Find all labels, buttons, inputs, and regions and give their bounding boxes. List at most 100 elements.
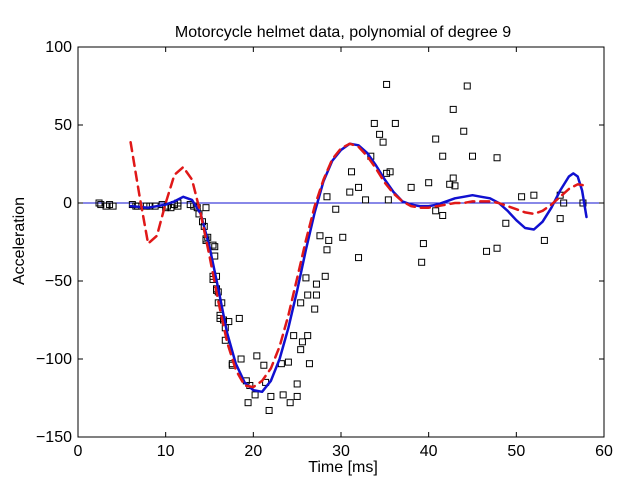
- data-point: [483, 247, 491, 255]
- x-tick-label: 60: [595, 443, 613, 460]
- data-point: [312, 280, 320, 288]
- data-point: [211, 243, 219, 251]
- chart-title: Motorcycle helmet data, polynomial of de…: [175, 24, 511, 41]
- data-point: [95, 199, 103, 207]
- data-point: [383, 80, 391, 88]
- data-point: [297, 346, 305, 354]
- x-tick-label: 20: [244, 443, 262, 460]
- x-tick-label: 30: [332, 443, 350, 460]
- y-tick-label: 50: [54, 117, 72, 134]
- data-point: [321, 272, 329, 280]
- data-point: [332, 205, 340, 213]
- data-point: [304, 291, 312, 299]
- data-point: [362, 196, 370, 204]
- y-tick-label: −100: [36, 351, 72, 368]
- y-tick-label: −150: [36, 429, 72, 446]
- data-point: [325, 236, 333, 244]
- data-point: [355, 254, 363, 262]
- data-point: [186, 201, 194, 209]
- data-point: [209, 241, 217, 249]
- data-point: [530, 191, 538, 199]
- data-point: [305, 360, 313, 368]
- data-point: [202, 204, 210, 212]
- data-point: [253, 352, 261, 360]
- data-point: [265, 406, 273, 414]
- data-point: [391, 119, 399, 127]
- data-point: [425, 179, 433, 187]
- data-point: [370, 119, 378, 127]
- x-axis-label: Time [ms]: [308, 459, 378, 476]
- data-point: [260, 361, 268, 369]
- data-point: [493, 154, 501, 162]
- data-point: [302, 274, 310, 282]
- data-point: [432, 135, 440, 143]
- data-point: [451, 182, 459, 190]
- data-point: [279, 391, 287, 399]
- data-point: [355, 183, 363, 191]
- x-tick-label: 10: [157, 443, 175, 460]
- data-point: [297, 299, 305, 307]
- data-point: [304, 332, 312, 340]
- data-point: [109, 202, 117, 210]
- dashed-fit-curve: [129, 140, 588, 389]
- data-point: [97, 201, 105, 209]
- data-point: [419, 240, 427, 248]
- data-point: [460, 127, 468, 135]
- data-point: [106, 201, 114, 209]
- data-point: [449, 174, 457, 182]
- data-point: [386, 168, 394, 176]
- data-point: [286, 399, 294, 407]
- data-point: [312, 291, 320, 299]
- data-point: [102, 202, 110, 210]
- data-point: [383, 169, 391, 177]
- data-point: [439, 152, 447, 160]
- data-point: [463, 82, 471, 90]
- data-point: [293, 392, 301, 400]
- x-tick-label: 50: [507, 443, 525, 460]
- data-point: [251, 391, 259, 399]
- data-point: [556, 215, 564, 223]
- data-point: [407, 183, 415, 191]
- data-point: [469, 152, 476, 160]
- data-point: [432, 207, 440, 215]
- data-point: [298, 338, 306, 346]
- x-tick-label: 0: [74, 443, 83, 460]
- data-point: [235, 314, 243, 322]
- y-axis-label: Acceleration: [11, 197, 28, 285]
- data-point: [311, 305, 319, 313]
- data-point: [316, 232, 324, 240]
- data-point: [446, 180, 454, 188]
- data-point: [346, 188, 354, 196]
- data-point: [540, 236, 548, 244]
- x-tick-label: 40: [420, 443, 438, 460]
- data-point: [323, 246, 331, 254]
- plot-area: 0 10 20 30 40 50 60 −150 −100 −50 0 50 100: [36, 39, 613, 460]
- data-point: [560, 199, 568, 207]
- data-point: [284, 358, 292, 366]
- data-point: [449, 105, 457, 113]
- data-point: [323, 193, 331, 201]
- data-point: [379, 138, 387, 146]
- y-tick-label: −50: [45, 273, 72, 290]
- data-point: [293, 380, 301, 388]
- data-point: [518, 193, 526, 201]
- data-point: [244, 399, 252, 407]
- solid-fit-curve: [129, 142, 588, 394]
- data-point: [339, 233, 347, 241]
- data-point: [493, 244, 501, 252]
- data-point: [348, 168, 356, 176]
- data-point: [439, 211, 447, 219]
- data-point: [237, 355, 245, 363]
- data-point: [376, 130, 384, 138]
- data-point: [290, 332, 298, 340]
- y-tick-label: 0: [63, 195, 72, 212]
- data-point: [502, 219, 510, 227]
- axes-box: [77, 46, 605, 438]
- data-point: [128, 201, 136, 209]
- data-point: [418, 258, 426, 266]
- data-point: [384, 196, 392, 204]
- data-point: [267, 392, 275, 400]
- y-tick-label: 100: [45, 39, 72, 56]
